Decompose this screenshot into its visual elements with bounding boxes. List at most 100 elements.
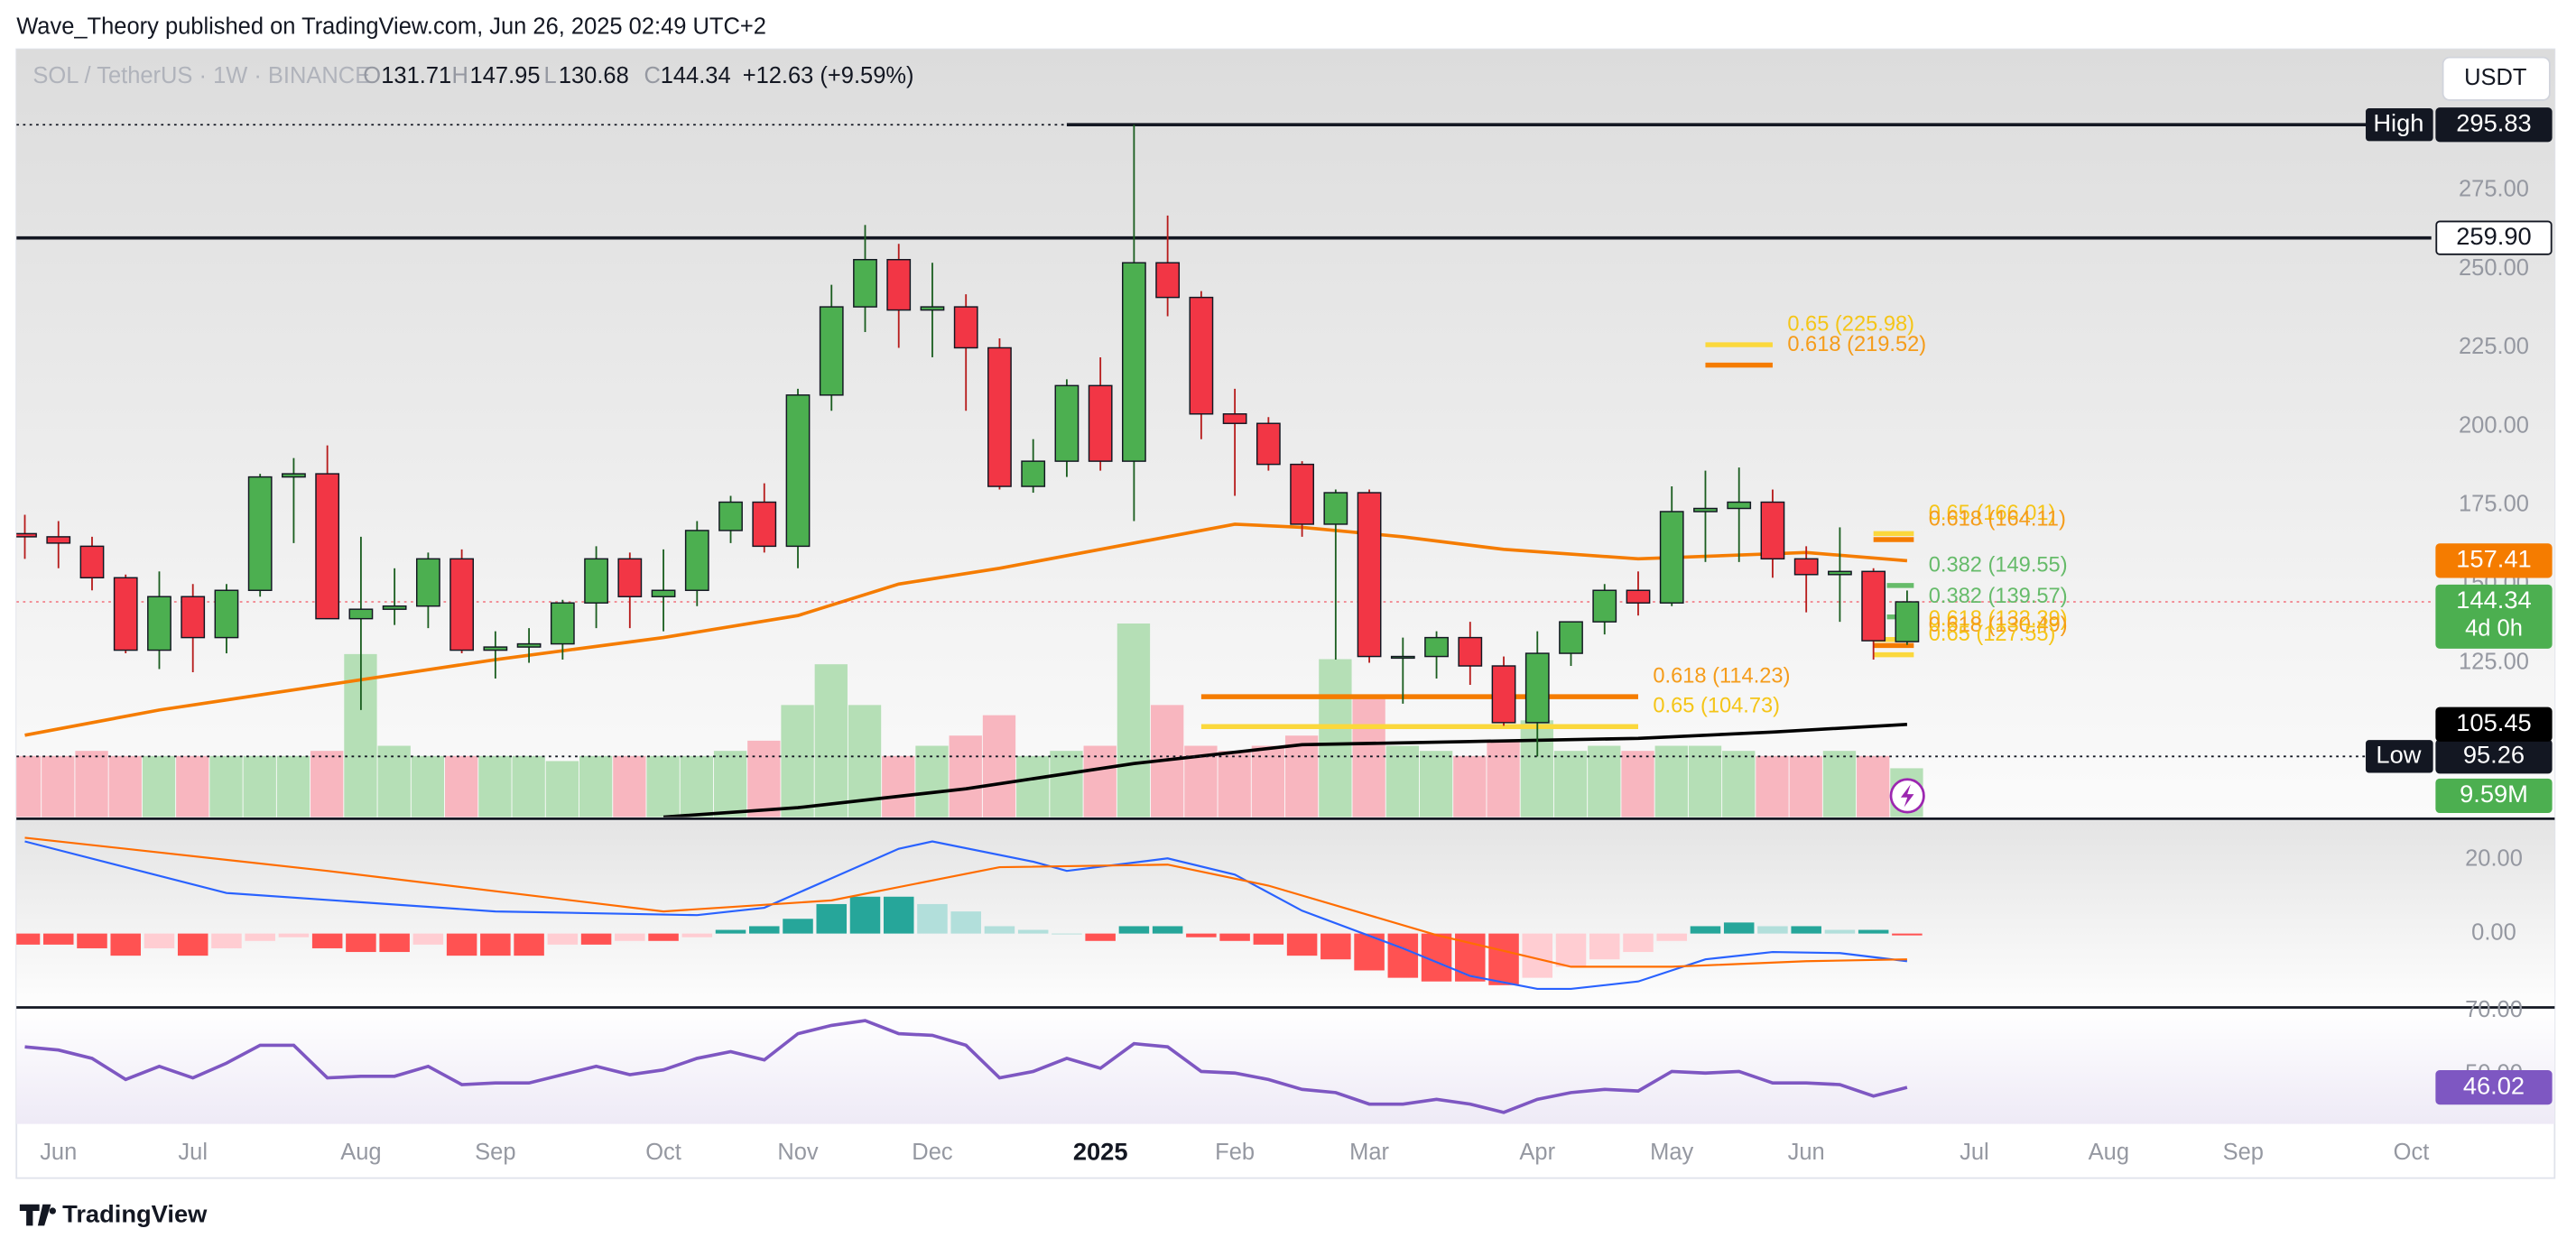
candle-body bbox=[1524, 652, 1550, 724]
x-tick-label: Jul bbox=[1960, 1140, 1989, 1165]
legend-letter: H bbox=[452, 63, 468, 88]
volume-bar bbox=[1319, 659, 1352, 817]
macd-histogram-bar bbox=[1219, 933, 1250, 941]
candle-body bbox=[1861, 570, 1886, 642]
volume-bar bbox=[243, 755, 276, 817]
macd-histogram-bar bbox=[1085, 933, 1116, 941]
fib-label: 0.618 (130.49) bbox=[1929, 614, 2068, 637]
x-tick-label: Jun bbox=[1788, 1140, 1825, 1165]
macd-histogram-bar bbox=[1052, 933, 1082, 935]
candle-body bbox=[1895, 601, 1920, 642]
volume-bar bbox=[1083, 745, 1117, 817]
ma-badge: 157.41 bbox=[2456, 545, 2531, 573]
volume-bar bbox=[142, 755, 176, 817]
fib-label: 0.65 (225.98) bbox=[1787, 312, 1914, 336]
legend-letter: C bbox=[644, 63, 661, 88]
rsi-tick-label: 70.00 bbox=[2465, 997, 2523, 1022]
candle-body bbox=[1659, 511, 1684, 604]
symbol: SOL / TetherUS · 1W · BINANCE bbox=[32, 63, 370, 88]
volume-bar bbox=[882, 755, 915, 817]
macd-histogram-bar bbox=[144, 933, 175, 948]
macd-histogram-bar bbox=[816, 903, 848, 934]
rsi-plot bbox=[24, 1019, 1908, 1114]
macd-histogram-bar bbox=[514, 933, 544, 956]
level-badge-bg bbox=[2435, 107, 2553, 143]
volume-bar bbox=[1385, 745, 1420, 817]
x-tick-label: May bbox=[1650, 1140, 1693, 1165]
volume-bar bbox=[1722, 751, 1756, 817]
macd-histogram-bar bbox=[849, 896, 881, 934]
macd-histogram-bar bbox=[1253, 933, 1284, 945]
y-tick-label: 200.00 bbox=[2459, 412, 2529, 438]
macd-histogram-bar bbox=[346, 933, 376, 953]
volume-bar bbox=[1284, 735, 1319, 817]
macd-histogram-bar bbox=[1623, 933, 1654, 953]
brand-logo bbox=[19, 1204, 56, 1226]
x-tick-label: Feb bbox=[1215, 1140, 1255, 1165]
candle-body bbox=[282, 473, 306, 478]
level-tag: High bbox=[2373, 108, 2423, 136]
macd-histogram-bar bbox=[1824, 929, 1856, 934]
macd-histogram-bar bbox=[883, 896, 914, 934]
candle-body bbox=[46, 536, 71, 544]
macd-histogram-bar bbox=[580, 933, 612, 945]
candle-body bbox=[1054, 384, 1080, 462]
macd-histogram-bar bbox=[211, 933, 242, 948]
level-tag: Low bbox=[2376, 741, 2421, 769]
x-tick-label: Aug bbox=[340, 1140, 381, 1165]
volume-bar bbox=[444, 755, 478, 817]
candle-body bbox=[752, 501, 777, 548]
volume-bar bbox=[1050, 751, 1083, 817]
candle-body bbox=[247, 476, 273, 591]
fib-label: 0.65 (104.73) bbox=[1653, 695, 1780, 718]
volume-bar bbox=[713, 751, 747, 817]
candle-body bbox=[1357, 492, 1382, 658]
fib-label: 0.618 (164.11) bbox=[1929, 507, 2066, 531]
macd-histogram-bar bbox=[177, 933, 208, 956]
candle-body bbox=[1088, 384, 1113, 462]
candle-body bbox=[16, 532, 37, 538]
macd-histogram-bar bbox=[1017, 929, 1049, 934]
candle-body bbox=[718, 501, 743, 531]
currency[interactable]: USDT bbox=[2464, 65, 2526, 90]
candle-body bbox=[853, 259, 877, 308]
macd-histogram-bar bbox=[412, 933, 444, 945]
macd-histogram-bar bbox=[77, 933, 107, 948]
fib-label: 0.618 (132.39) bbox=[1929, 607, 2068, 631]
price-badge: 144.34 bbox=[2456, 586, 2531, 614]
macd-histogram-bar bbox=[783, 919, 813, 934]
macd-histogram-bar bbox=[110, 933, 141, 956]
volume-bar bbox=[1419, 751, 1453, 817]
candle-body bbox=[1760, 501, 1785, 560]
volume-bar bbox=[75, 751, 108, 817]
candle-body bbox=[1458, 636, 1483, 667]
volume-bar bbox=[1487, 740, 1520, 817]
currency-button[interactable] bbox=[2442, 56, 2551, 101]
macd-histogram-bar bbox=[1723, 922, 1755, 934]
macd-histogram-bar bbox=[379, 933, 410, 953]
macd-histogram-bar bbox=[245, 933, 275, 941]
x-tick-label: Oct bbox=[645, 1140, 681, 1165]
volume-bar bbox=[478, 755, 512, 817]
volume-bar bbox=[1117, 624, 1151, 817]
candle-body bbox=[1491, 665, 1516, 724]
volume-bar bbox=[646, 755, 680, 817]
macd-histogram-bar bbox=[1757, 926, 1788, 934]
volume-bar bbox=[377, 745, 411, 817]
volume-bar bbox=[781, 705, 814, 817]
fib-label: 0.65 (166.01) bbox=[1929, 502, 2056, 525]
fib-label: 0.382 (149.55) bbox=[1929, 553, 2068, 577]
legend-high: 147.95 bbox=[470, 63, 541, 88]
candle-body bbox=[584, 558, 608, 604]
candle-body bbox=[953, 306, 978, 349]
candle-body bbox=[1592, 589, 1617, 623]
volume-bar bbox=[579, 755, 613, 817]
candle-body bbox=[147, 596, 171, 651]
rsi-pane bbox=[16, 1009, 2555, 1124]
level-badge-bg bbox=[2435, 220, 2553, 255]
candle-body bbox=[1222, 413, 1247, 424]
volume-bar bbox=[1016, 755, 1050, 817]
fib-label: 0.382 (139.57) bbox=[1929, 585, 2068, 608]
volume-bar bbox=[1553, 751, 1588, 817]
candle-body bbox=[113, 577, 138, 651]
